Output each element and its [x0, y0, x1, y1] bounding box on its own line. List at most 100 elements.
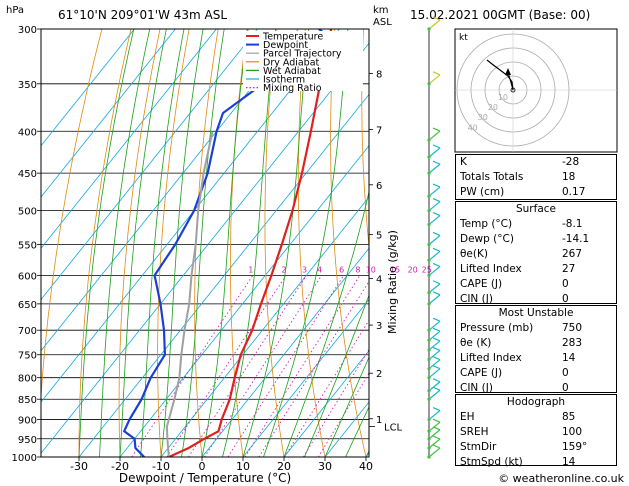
temperature-tick-label: -30: [70, 460, 88, 473]
mixing-ratio-label: 6: [339, 265, 344, 274]
wind-barb-dot: [427, 242, 431, 247]
wind-barb: [428, 389, 441, 400]
wind-barb-dot: [427, 376, 431, 380]
wind-barb: [428, 349, 441, 360]
dry-adiabat-line: [118, 29, 161, 457]
isotherm-line: [283, 350, 369, 457]
wind-barb-flag: [432, 198, 441, 203]
wind-barb-flag: [432, 317, 441, 322]
wind-barb-flag: [432, 127, 441, 132]
copyright-text: © weatheronline.co.uk: [498, 472, 624, 485]
wind-barb-dot: [427, 437, 431, 441]
wind-barb: [428, 283, 441, 294]
surface-box: Surface Temp (°C) -8.1 Dewp (°C) -14.1 θe(K)…: [455, 201, 617, 305]
mixing-ratio-line: [303, 348, 369, 457]
surface-value: 27: [562, 263, 576, 275]
index-row: Totals Totals 18: [456, 170, 616, 185]
pressure-tick-label: 750: [18, 351, 37, 362]
hodograph-unit-label: kt: [459, 33, 468, 43]
index-label: Totals Totals: [460, 171, 524, 183]
wind-barb-flag: [432, 231, 441, 237]
mixing-ratio-line: [204, 275, 322, 457]
pressure-tick-label: 1000: [12, 453, 37, 464]
hodograph-info-label: EH: [460, 411, 475, 423]
hodograph-frame: [454, 28, 618, 153]
most-unstable-value: 283: [562, 337, 583, 349]
index-value: 18: [562, 171, 576, 183]
isotherm-line: [41, 29, 135, 147]
temperature-tick-label: 0: [199, 460, 206, 473]
indices-box: K -28 Totals Totals 18 PW (cm) 0.17: [455, 154, 617, 200]
legend-entry: Parcel Trajectory: [263, 49, 342, 60]
wind-barb-flag: [432, 211, 441, 217]
most-unstable-box: Most Unstable Pressure (mb) 750 θe (K) 283 L…: [455, 305, 617, 394]
hodograph-ring-label: 30: [478, 113, 488, 122]
mixing-ratio-label: 1: [248, 265, 253, 274]
km-tick-label: 6: [376, 181, 382, 192]
isotherm-line: [41, 29, 340, 403]
wind-barb-flag: [432, 418, 441, 423]
most-unstable-value: 14: [562, 352, 576, 364]
index-label: PW (cm): [460, 186, 505, 198]
km-tick-label: 4: [376, 274, 382, 285]
wind-barb: [428, 447, 441, 458]
temperature-tick-label: 20: [277, 460, 291, 473]
hodograph-ring-label: 40: [468, 123, 478, 132]
hodograph-info-label: StmDir: [460, 441, 497, 453]
wind-barb-flag: [432, 435, 441, 440]
most-unstable-label: θe (K): [460, 337, 492, 349]
wind-barb-flag: [432, 327, 441, 332]
mixing-ratio-line: [188, 275, 307, 457]
wind-barb: [428, 330, 441, 341]
surface-value: 267: [562, 248, 583, 260]
pressure-tick-label: 900: [18, 416, 37, 427]
km-tick-label: 2: [376, 369, 382, 380]
temperature-tick-label: 40: [359, 460, 373, 473]
isotherm-line: [78, 93, 369, 457]
most-unstable-value: 0: [562, 367, 569, 379]
index-row: PW (cm) 0.17: [456, 185, 616, 200]
x-axis-title: Dewpoint / Temperature (°C): [119, 471, 291, 485]
wind-barb-dot: [427, 302, 431, 306]
wind-barb-dot: [427, 389, 431, 393]
most-unstable-title: Most Unstable: [498, 307, 574, 319]
wind-barb-flag: [432, 144, 441, 149]
mixing-ratio-label: 8: [355, 265, 360, 274]
wet-adiabat-line: [304, 294, 369, 457]
mixing-ratio-line: [284, 319, 369, 457]
most-unstable-value: 0: [562, 382, 569, 394]
legend-entry: Dry Adiabat: [263, 57, 320, 68]
plot-frame: [40, 28, 370, 458]
pressure-tick-label: 800: [18, 374, 37, 385]
hodograph-info-label: SREH: [460, 426, 489, 438]
wind-barb-flag: [432, 378, 441, 383]
index-value: -28: [562, 156, 580, 168]
surface-label: CIN (J): [460, 293, 493, 305]
legend-entry: Temperature: [262, 32, 323, 43]
mixing-ratio-label: 20: [408, 265, 418, 274]
dry-adiabat-line: [392, 29, 448, 457]
mixing-ratio-label: 25: [422, 265, 432, 274]
surface-row: θe(K) 267: [456, 247, 616, 262]
wind-barb-flag: [432, 16, 441, 21]
km-label: km: [373, 5, 389, 16]
wind-barb-flag: [432, 183, 441, 188]
wind-barb-flag: [432, 247, 441, 252]
hodograph-ring-label: 20: [488, 103, 498, 112]
wind-barb-dot: [427, 357, 431, 362]
dry-adiabat-line: [78, 29, 132, 457]
temperature-tick-label: 30: [318, 460, 332, 473]
wind-barb: [428, 265, 441, 276]
wind-barb: [428, 235, 441, 245]
most-unstable-label: Lifted Index: [460, 352, 522, 364]
index-value: 0.17: [562, 186, 586, 198]
skewt-axes: 1 2 3 4 6 8 10 15 20 2530035040045050055060065070…: [12, 25, 432, 473]
wind-barb-flag: [432, 280, 441, 285]
wind-barb-dot: [427, 367, 431, 371]
wet-adiabat-line: [160, 29, 204, 457]
mixing-ratio-axis-title: Mixing Ratio (g/kg): [386, 230, 399, 334]
wind-barb: [428, 294, 441, 305]
hodograph-info-box: Hodograph EH 85 SREH 100 StmDir 159° StmSpd (k…: [455, 394, 617, 468]
legend-background: [243, 31, 363, 91]
